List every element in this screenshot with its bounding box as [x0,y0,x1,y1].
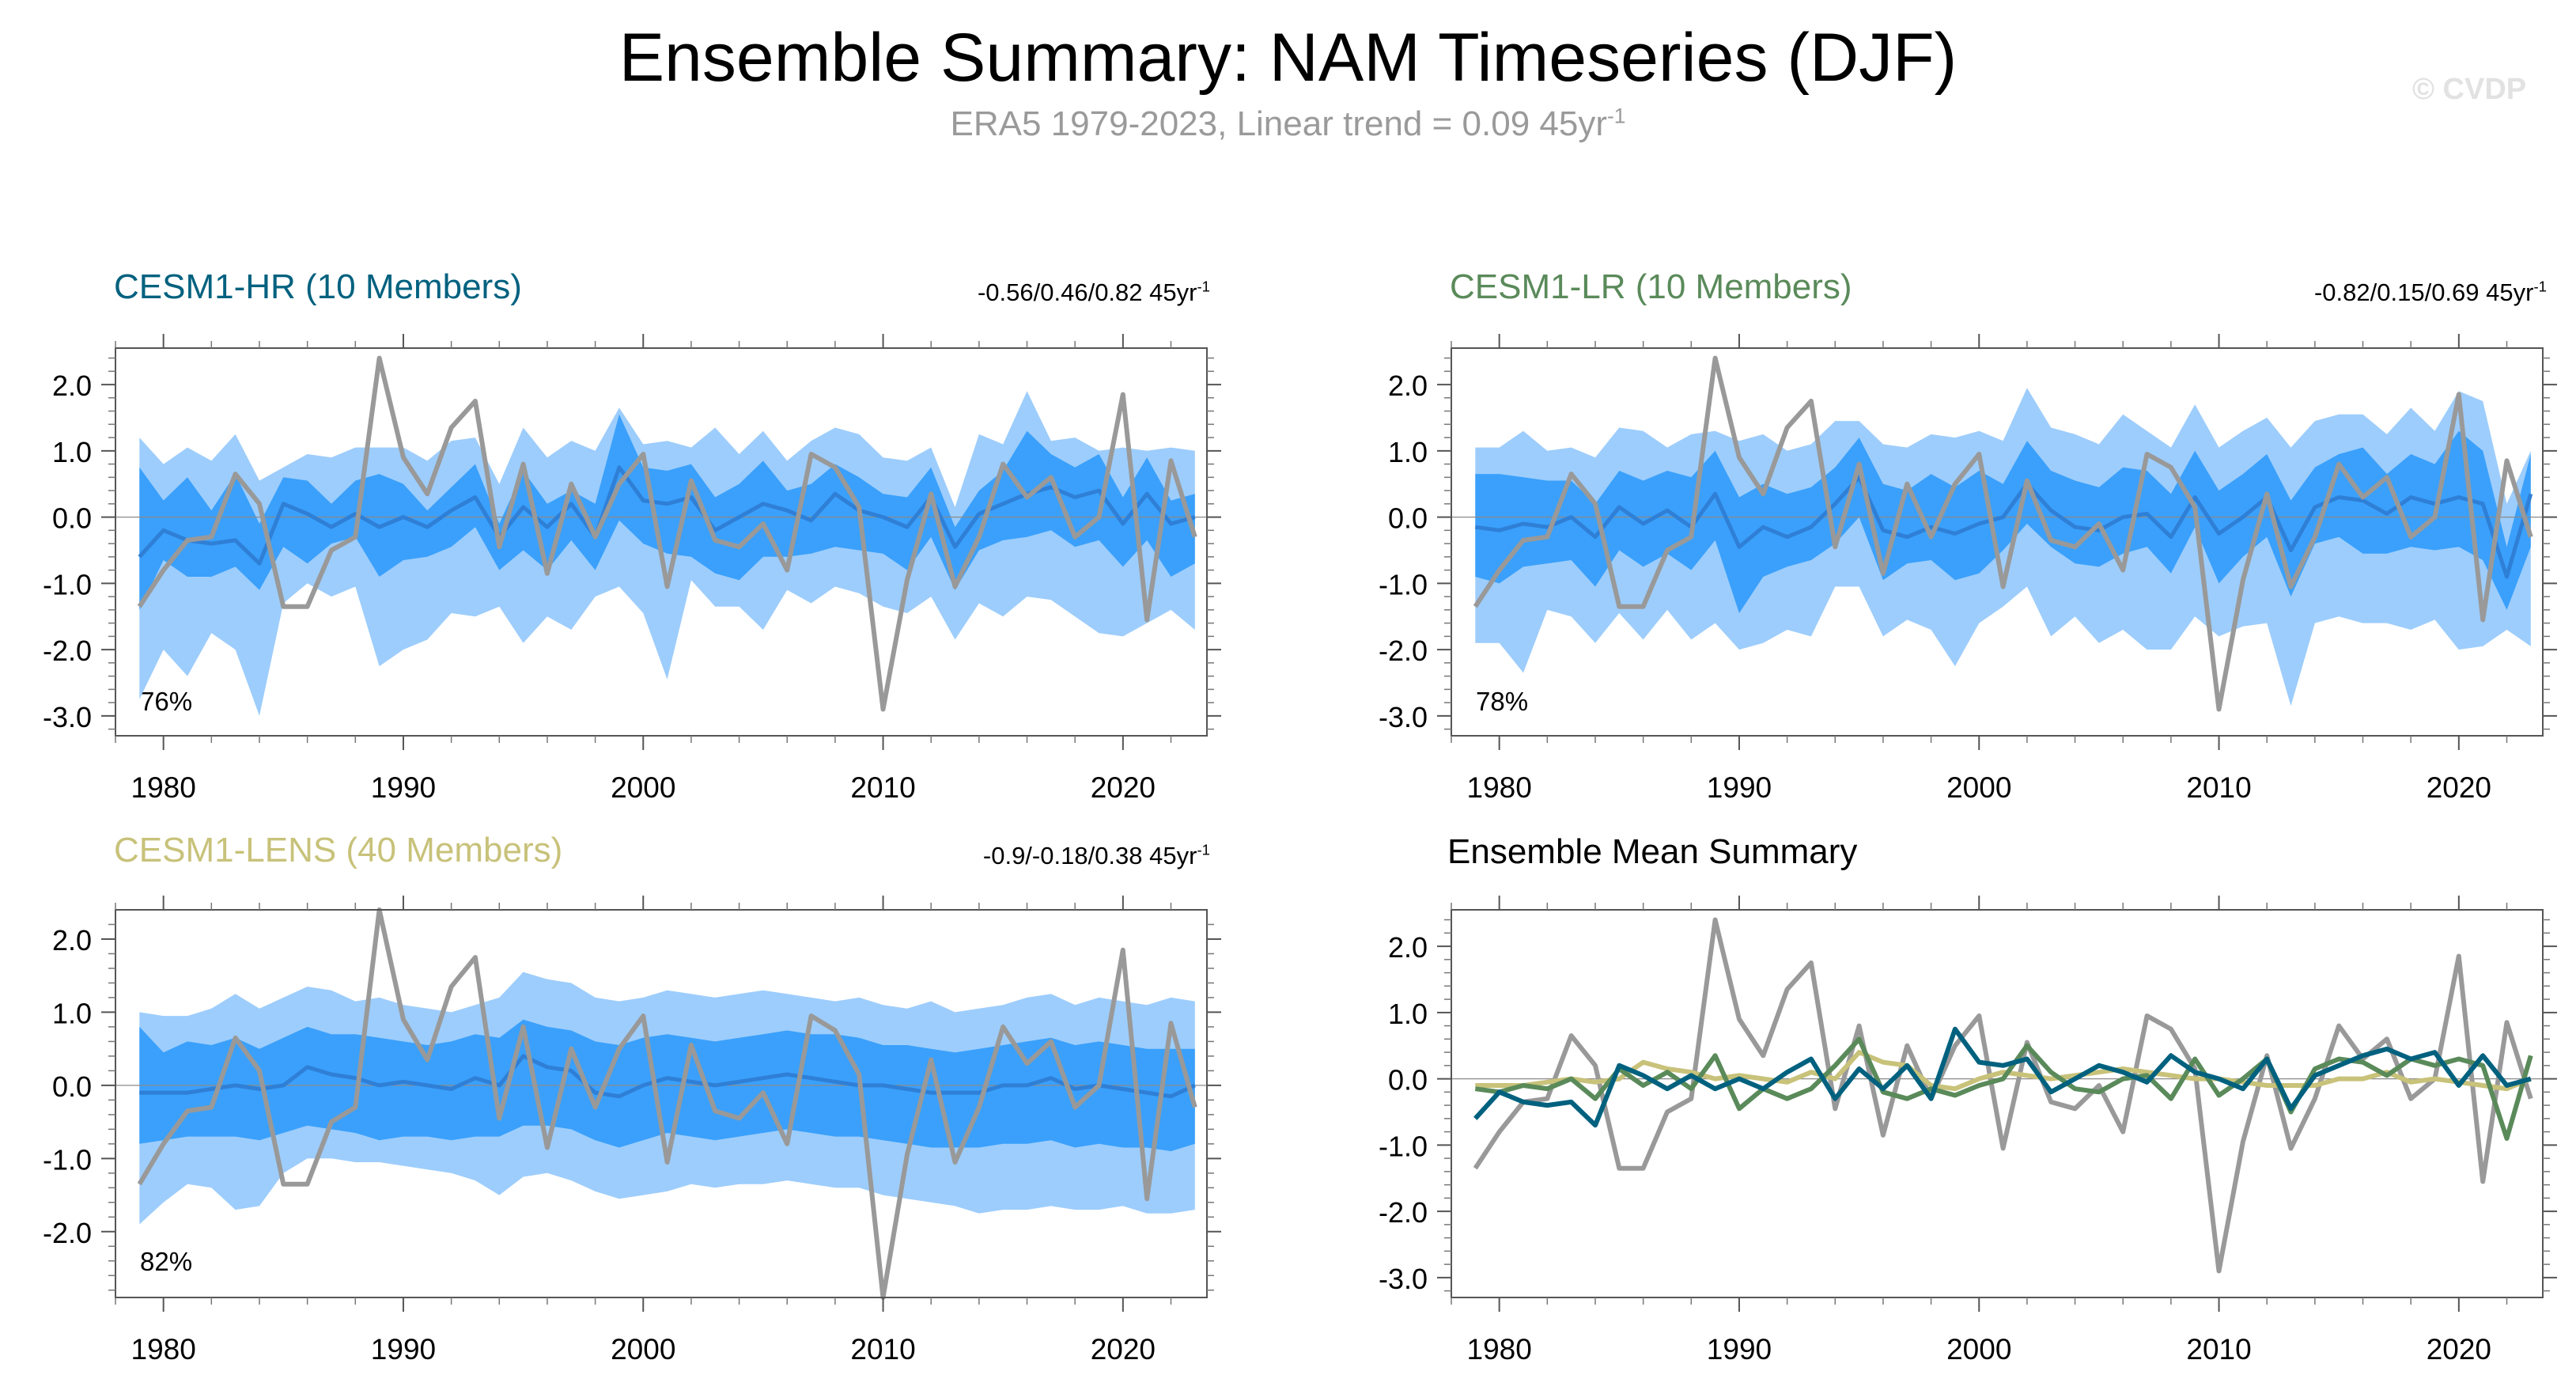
panel-lr-ytick-label: 0.0 [1388,502,1428,535]
panel-hr-xtick-label: 2020 [1091,771,1156,804]
panel-hr-inner-band [139,414,1195,610]
panel-hr-trend-text: -0.56/0.46/0.82 45yr [977,278,1197,306]
panel-lr-title: CESM1-LR (10 Members) [1450,267,1852,306]
panel-summary-xtick-label: 1990 [1707,1333,1772,1366]
panel-lr-ytick-label: 1.0 [1388,436,1428,468]
panel-hr-ytick-label: 1.0 [52,436,92,468]
panel-lens-trend-exp: -1 [1197,841,1210,858]
panel-lr-frame [1451,347,2544,737]
panel-lens-percent: 82% [140,1247,193,1276]
panel-summary-ytick-label: 1.0 [1388,998,1428,1030]
panel-lens-ytick-label: -2.0 [43,1217,92,1249]
panel-hr-ensemble-mean-line [138,465,1196,566]
panel-lr-xtick-label: 2020 [2427,771,2491,804]
panel-hr-ytick-label: -1.0 [43,568,92,600]
panel-lr-inner-band [1475,430,2531,613]
panel-lr-xtick-label: 2000 [1946,771,2011,804]
panel-summary-xtick-label: 2020 [2427,1333,2491,1366]
panel-lr-ensemble-mean-line [1474,475,2533,579]
panel-lr-trend: -0.82/0.15/0.69 45yr-1 [2191,278,2547,307]
panel-hr-ytick-label: -2.0 [43,634,92,667]
panel-summary-ytick-label: 2.0 [1388,931,1428,964]
panel-summary-hr-line [1473,1026,2532,1128]
panel-summary-xtick-label: 2000 [1946,1333,2011,1366]
panel-lr-percent: 78% [1476,687,1529,716]
panel-hr-xtick-label: 2010 [850,771,915,804]
watermark-logo: © CVDP [2412,73,2527,106]
page-title: Ensemble Summary: NAM Timeseries (DJF) [618,20,1958,96]
panel-lr-ytick-label: -3.0 [1379,701,1428,733]
panel-lens-ytick-label: 1.0 [52,997,92,1029]
panel-lens-xtick-label: 2010 [850,1333,915,1366]
panel-lens-xtick-label: 1990 [371,1333,436,1366]
panel-lr-ytick-label: -1.0 [1379,568,1428,600]
panel-lens-trend: -0.9/-0.18/0.38 45yr-1 [854,842,1210,870]
panel-hr-ytick-label: -3.0 [43,701,92,733]
panel-hr-percent: 76% [140,687,193,716]
panel-lr-era5-line [1473,355,2533,712]
panel-hr-era5-line [137,355,1197,712]
panel-summary-xtick-label: 1980 [1467,1333,1532,1366]
panel-lr-ytick-label: 2.0 [1388,369,1428,402]
panel-lr-xtick-label: 1980 [1467,771,1532,804]
panel-hr-xtick-label: 1980 [131,771,196,804]
panel-summary-ytick-label: -3.0 [1379,1263,1428,1295]
panel-lens-trend-text: -0.9/-0.18/0.38 45yr [982,842,1197,869]
panel-lr-trend-text: -0.82/0.15/0.69 45yr [2313,278,2534,306]
panel-lens-era5-line [137,907,1197,1300]
panel-hr-title: CESM1-HR (10 Members) [114,267,522,306]
panel-lr-xtick-label: 1990 [1707,771,1772,804]
panel-summary-frame [1451,909,2544,1298]
panel-lens-xtick-label: 2020 [1091,1333,1156,1366]
panel-hr-trend-exp: -1 [1197,278,1210,295]
page-subtitle: ERA5 1979-2023, Linear trend = 0.09 45yr… [0,104,2576,144]
panel-summary-era5-line [1473,917,2533,1274]
panel-lens-xtick-label: 1980 [131,1333,196,1366]
panel-hr-frame [115,347,1208,737]
panel-summary-lens-line [1475,1050,2532,1092]
subtitle-exponent: -1 [1607,104,1626,128]
panel-lr-trend-exp: -1 [2533,278,2547,295]
subtitle-text: ERA5 1979-2023, Linear trend = 0.09 45yr [950,104,1607,143]
panel-hr-trend: -0.56/0.46/0.82 45yr-1 [854,278,1210,307]
panel-lr-ytick-label: -2.0 [1379,634,1428,667]
panel-lens-title: CESM1-LENS (40 Members) [114,831,563,869]
panel-lens-xtick-label: 2000 [611,1333,675,1366]
panel-summary-ytick-label: -2.0 [1379,1196,1428,1229]
panel-summary-xtick-label: 2010 [2186,1333,2251,1366]
panel-hr-xtick-label: 1990 [371,771,436,804]
panel-summary-title: Ensemble Mean Summary [1447,832,1858,871]
panel-lens-ytick-label: -1.0 [43,1143,92,1176]
panel-lens-ensemble-mean-line [139,1054,1196,1099]
panel-hr-ytick-label: 0.0 [52,502,92,535]
panel-lens-ytick-label: 0.0 [52,1070,92,1103]
panel-summary-ytick-label: -1.0 [1379,1130,1428,1162]
panel-lr-xtick-label: 2010 [2186,771,2251,804]
panel-hr-xtick-label: 2000 [611,771,675,804]
panel-hr-ytick-label: 2.0 [52,369,92,402]
panel-lens-ytick-label: 2.0 [52,924,92,956]
panel-lens-frame [115,909,1208,1298]
panel-summary-ytick-label: 0.0 [1388,1064,1428,1097]
